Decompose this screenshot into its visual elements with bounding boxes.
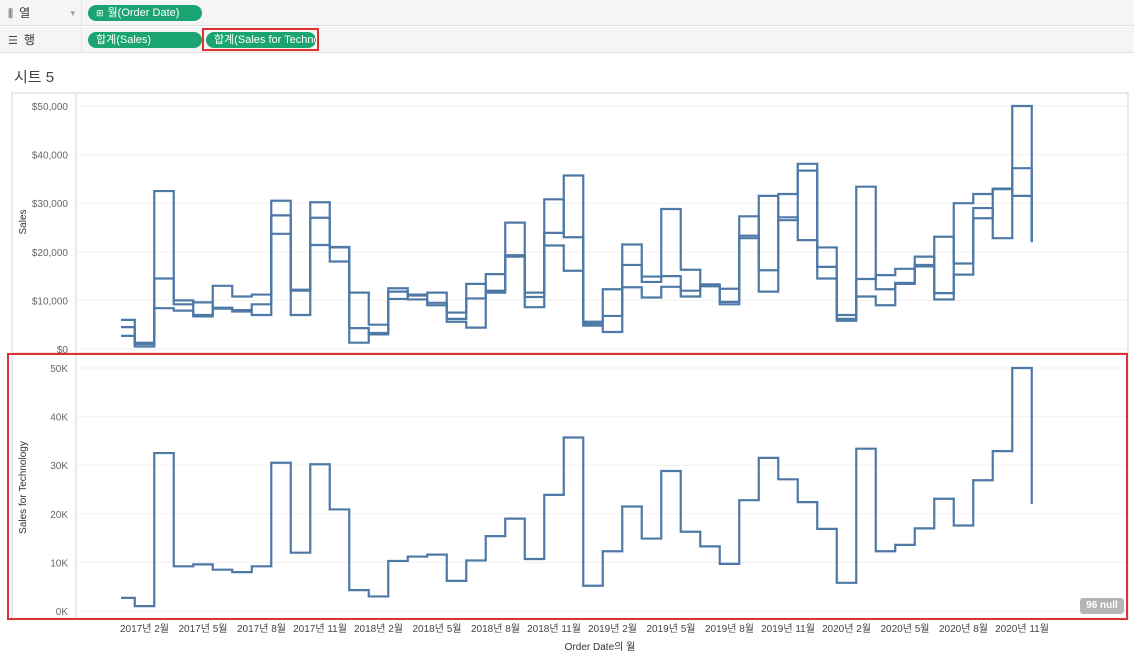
series-line-1-1 [121,104,1033,346]
x-tick-label: 2017년 8월 [237,623,286,635]
y-tick-label: $20,000 [32,248,69,259]
rows-icon: ☰ [8,35,18,47]
y-tick-label: 0K [56,607,69,618]
x-tick-label: 2018년 8월 [471,623,520,635]
chart-frame [11,92,1129,620]
x-axis-title: Order Date의 월 [565,641,636,653]
date-icon: ⊞ [96,8,104,18]
x-tick-label: 2019년 2월 [588,623,637,635]
rows-shelf[interactable]: ☰행 합계(Sales) 합계(Sales for Technolo.. [0,27,1134,53]
series-line-1-3 [121,162,1033,348]
pill-order-date-month[interactable]: ⊞ 월(Order Date) [88,5,202,21]
y-axis-title: Sales for Technology [18,441,29,534]
columns-icon: ⫼ [8,8,14,20]
y-tick-label: 10K [50,558,68,569]
null-badge[interactable]: 96 null [1080,598,1124,614]
x-tick-label: 2019년 8월 [705,623,754,635]
x-tick-label: 2019년 11월 [761,623,815,635]
x-tick-label: 2018년 11월 [527,623,581,635]
columns-shelf[interactable]: ⫼ 열 ▾ ⊞ 월(Order Date) [0,0,1134,26]
x-tick-label: 2017년 2월 [120,623,169,635]
y-axis-title: Sales [18,209,29,234]
x-tick-label: 2018년 5월 [413,623,462,635]
rows-shelf-label: ☰ 행 [0,27,82,53]
x-tick-label: 2018년 2월 [354,623,403,635]
y-tick-label: 40K [50,413,68,424]
sheet-title: 시트 5 [14,69,55,86]
y-tick-label: $50,000 [32,102,69,113]
pill-sum-sales-technology[interactable]: 합계(Sales for Technolo.. [206,32,316,48]
y-tick-label: $30,000 [32,199,69,210]
chevron-down-icon[interactable]: ▾ [70,8,75,18]
x-tick-label: 2020년 8월 [939,623,988,635]
x-tick-label: 2020년 5월 [881,623,930,635]
series-line-1-2 [121,169,1033,344]
y-tick-label: $40,000 [32,151,69,162]
columns-shelf-label: ⫼ 열 ▾ [0,0,82,26]
series-line-2-1 [121,366,1033,608]
y-tick-label: 20K [50,510,68,521]
x-tick-label: 2020년 2월 [822,623,871,635]
x-tick-label: 2020년 11월 [995,623,1049,635]
y-tick-label: $10,000 [32,296,69,307]
y-tick-label: 50K [50,364,68,375]
x-tick-label: 2017년 5월 [179,623,228,635]
y-tick-label: 30K [50,461,68,472]
x-tick-label: 2017년 11월 [293,623,347,635]
y-tick-label: $0 [57,345,69,356]
pill-sum-sales[interactable]: 합계(Sales) [88,32,202,48]
x-tick-label: 2019년 5월 [647,623,696,635]
